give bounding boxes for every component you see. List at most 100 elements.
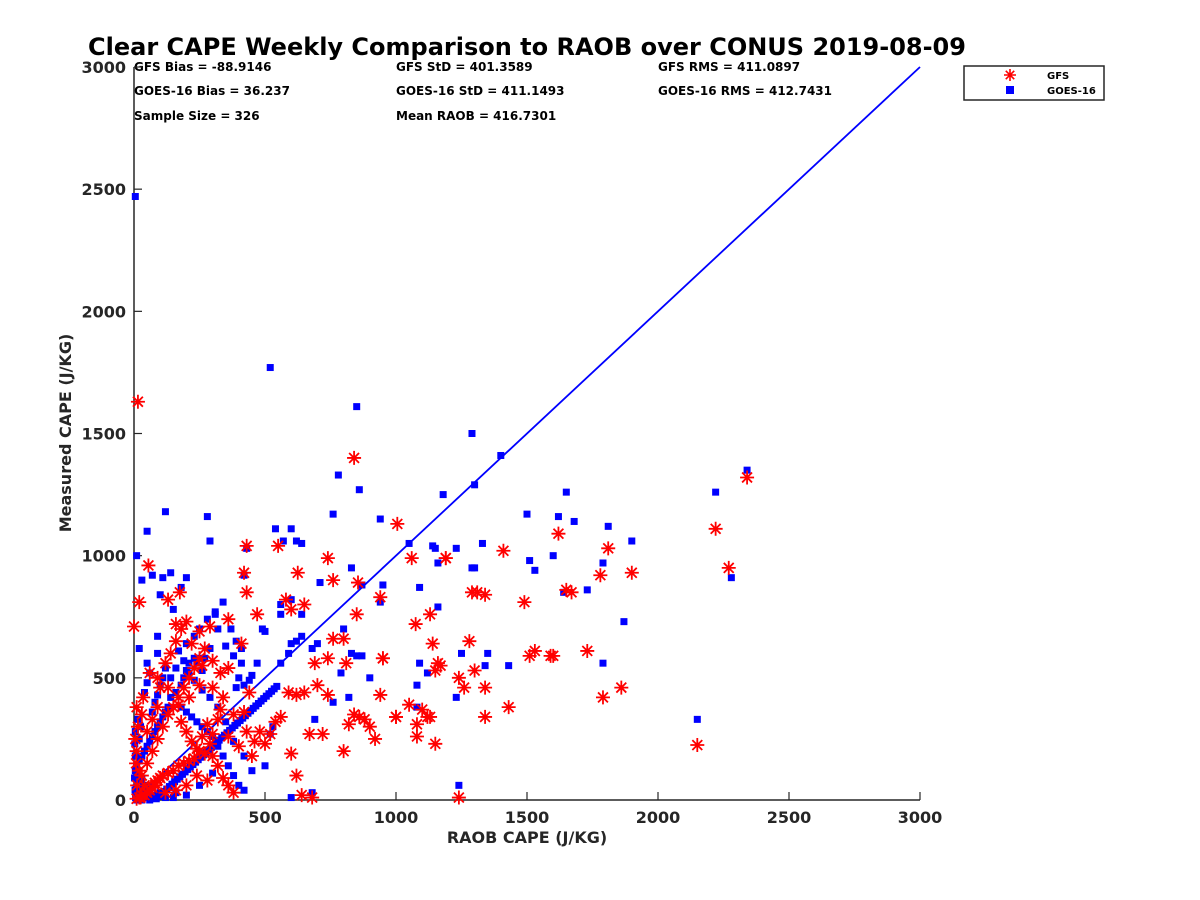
goes16-point [712, 488, 720, 496]
stat-goes-bias: GOES-16 Bias = 36.237 [134, 84, 290, 98]
gfs-point [252, 724, 267, 739]
gfs-point [200, 773, 215, 788]
goes16-point [271, 525, 279, 533]
goes16-point [131, 728, 139, 736]
y-tick-label: 1000 [81, 547, 126, 566]
gfs-point [174, 621, 189, 636]
legend-goes-marker [1006, 86, 1014, 94]
gfs-point [184, 636, 199, 651]
gfs-point [289, 768, 304, 783]
goes16-point [452, 544, 460, 552]
goes16-point [334, 471, 342, 479]
gfs-point [281, 685, 296, 700]
gfs-point [302, 727, 317, 742]
goes16-point [458, 649, 465, 657]
goes16-point [190, 632, 198, 640]
gfs-point [153, 680, 168, 695]
gfs-point [614, 680, 629, 695]
gfs-point [478, 587, 493, 602]
gfs-point [580, 643, 595, 658]
goes16-point [292, 537, 300, 545]
gfs-point [129, 791, 144, 806]
gfs-point [326, 573, 341, 588]
goes16-point [188, 713, 196, 721]
goes16-point [140, 747, 148, 755]
gfs-point [231, 739, 246, 754]
goes16-point [185, 659, 193, 667]
gfs-point [284, 602, 299, 617]
goes16-point [154, 691, 162, 699]
x-tick-label: 0 [128, 808, 139, 827]
goes16-point [248, 767, 256, 775]
goes16-point [439, 491, 447, 499]
goes16-point [232, 637, 240, 645]
gfs-point [174, 714, 189, 729]
goes16-point [523, 510, 531, 518]
gfs-point [179, 778, 194, 793]
gfs-point [278, 592, 293, 607]
gfs-point [130, 719, 145, 734]
goes16-point [240, 681, 248, 689]
gfs-point [373, 590, 388, 605]
goes16-point [379, 581, 387, 589]
gfs-point [268, 714, 283, 729]
gfs-point [290, 565, 305, 580]
goes16-point [167, 674, 175, 682]
gfs-point [145, 744, 160, 759]
gfs-point [390, 516, 405, 531]
gfs-point [402, 697, 417, 712]
goes16-point [148, 571, 156, 579]
gfs-point [202, 736, 217, 751]
gfs-point [141, 558, 156, 573]
gfs-point [179, 724, 194, 739]
stat-gfs-bias: GFS Bias = -88.9146 [134, 60, 271, 74]
goes16-point [329, 510, 337, 518]
gfs-point [150, 670, 165, 685]
gfs-point [127, 619, 141, 634]
goes16-point [628, 537, 636, 545]
gfs-point [197, 641, 212, 656]
x-axis-ticks: 0 500 1000 1500 2000 2500 3000 [128, 792, 942, 827]
goes16-point [604, 522, 612, 530]
y-tick-label: 2000 [81, 302, 126, 321]
goes16-point [277, 659, 285, 667]
goes16-point [190, 676, 198, 684]
goes16-point [177, 583, 185, 591]
y-tick-label: 500 [93, 669, 126, 688]
goes16-point [240, 752, 248, 760]
legend-gfs-asterisk [1004, 69, 1016, 81]
gfs-point [142, 665, 157, 680]
goes16-point [298, 632, 306, 640]
goes16-point [329, 698, 337, 706]
goes16-point [237, 659, 245, 667]
gfs-point [200, 717, 215, 732]
goes16-point [253, 659, 261, 667]
gfs-point [428, 736, 443, 751]
gfs-series [127, 394, 755, 806]
gfs-point [226, 785, 241, 800]
legend-gfs-label: GFS [1047, 71, 1069, 82]
goes16-point [232, 684, 240, 692]
goes16-point [345, 693, 353, 701]
goes16-point [182, 574, 190, 582]
gfs-point [320, 551, 335, 566]
gfs-point [187, 661, 202, 676]
goes16-point [230, 652, 238, 660]
gfs-point [428, 663, 443, 678]
goes16-point [413, 681, 421, 689]
goes16-point [230, 737, 238, 745]
gfs-point [137, 778, 152, 793]
one-to-one-reference-line [133, 66, 921, 801]
goes16-point [478, 539, 486, 547]
gfs-point [171, 758, 186, 773]
gfs-point [462, 634, 477, 649]
goes16-point [180, 657, 188, 665]
goes16-point [196, 781, 203, 789]
gfs-point [250, 607, 265, 622]
goes16-point [143, 742, 151, 750]
goes16-point [531, 566, 539, 574]
gfs-point [213, 702, 228, 717]
goes16-point [211, 608, 219, 616]
goes16-point [148, 708, 156, 716]
